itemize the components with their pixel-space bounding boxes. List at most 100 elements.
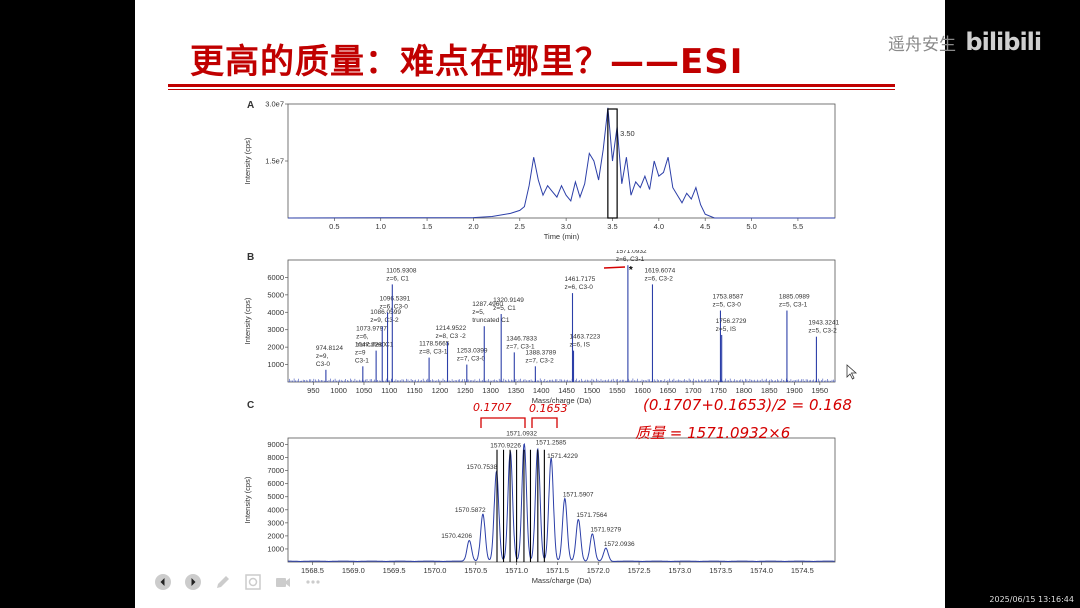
panel-b-y-tick-label: 2000 <box>267 343 284 352</box>
panel-b-x-tick-label: 1600 <box>634 386 651 395</box>
isotope-peak-label: 1571.4229 <box>547 453 578 460</box>
peak-label: 1346.7833 <box>506 335 537 342</box>
peak-label: z=5, C1 <box>493 305 516 312</box>
panel-a-x-tick-label: 1.5 <box>422 222 432 231</box>
zoom-button[interactable] <box>242 571 264 593</box>
panel-c-y-tick-label: 7000 <box>267 466 284 475</box>
peak-label: z=8, C3 -2 <box>436 333 467 340</box>
isotope-peak-label: 1570.5872 <box>455 507 486 514</box>
isotope-envelope-trace <box>288 443 835 563</box>
peak-label: 1756.2729 <box>716 318 747 325</box>
panel-b-x-tick-label: 1400 <box>533 386 550 395</box>
chevron-right-icon <box>185 574 201 590</box>
peak-label: truncated C1 <box>356 342 394 349</box>
peak-label: z=5, C3-0 <box>712 302 741 309</box>
peak-label: 1047.7280 <box>355 341 386 348</box>
panel-b-x-tick-label: 1000 <box>330 386 347 395</box>
panel-b-x-tick-label: 1350 <box>508 386 525 395</box>
peak-label: 1086.0599 <box>370 309 401 316</box>
panel-c-x-tick-label: 1573.5 <box>709 566 732 575</box>
panel-b-panel-letter: B <box>247 252 254 263</box>
panel-c-x-tick-label: 1569.0 <box>342 566 365 575</box>
panel-a-y-tick-label: 3.0e7 <box>265 100 284 109</box>
panel-a-x-tick-label: 2.5 <box>515 222 525 231</box>
panel-c-plot-frame <box>287 437 836 563</box>
panel-b-y-tick-label: 5000 <box>267 290 284 299</box>
panel-a-x-tick-label: 3.5 <box>607 222 617 231</box>
peak-label: C3-1 <box>355 357 369 364</box>
peak-label: 1753.8587 <box>712 294 743 301</box>
pen-tool-button[interactable] <box>212 571 234 593</box>
panel-b-y-tick-label: 6000 <box>267 273 284 282</box>
handwriting-bracket-right <box>531 417 558 428</box>
panel-b-x-tick-label: 1900 <box>786 386 803 395</box>
panel-a-x-tick-label: 0.5 <box>329 222 339 231</box>
peak-label: 1178.5665 <box>419 341 450 348</box>
panel-b-x-tick-label: 1500 <box>584 386 601 395</box>
handwriting-underline <box>603 266 626 269</box>
uploader-name: 遥舟安生 <box>888 35 956 55</box>
peak-label: 1463.7223 <box>570 334 601 341</box>
chromatogram-trace <box>287 107 835 219</box>
handwritten-annotations: 0.1707 0.1653 (0.1707+0.1653)/2 = 0.168 … <box>473 266 852 442</box>
retention-time-highlight <box>607 108 618 219</box>
panel-b-x-tick-label: 1150 <box>407 386 423 395</box>
panel-a-x-tick-label: 4.5 <box>700 222 710 231</box>
peak-label: z=6, C3-0 <box>380 303 409 310</box>
panel-c-x-tick-label: 1570.0 <box>423 566 446 575</box>
panel-c-x-tick-label: 1572.5 <box>628 566 651 575</box>
chevron-left-icon <box>155 574 171 590</box>
peak-label: z=7, C3-1 <box>506 343 535 350</box>
peak-label: z=8, C3-1 <box>419 349 448 356</box>
handwriting-formula: (0.1707+0.1653)/2 = 0.168 <box>643 396 852 414</box>
handwriting-mass-line: 质量 = 1571.0932×6 <box>635 424 790 442</box>
camera-button[interactable] <box>272 571 294 593</box>
more-button[interactable] <box>302 571 324 593</box>
panel-a-x-tick-label: 4.0 <box>654 222 664 231</box>
panel-c-y-tick-label: 3000 <box>267 518 284 527</box>
panel-b-x-tick-label: 1450 <box>558 386 575 395</box>
peak-label: z=5, C3-1 <box>779 302 808 309</box>
panel-b-x-tick-label: 1800 <box>735 386 752 395</box>
slide-title: 更高的质量：难点在哪里？——ESI <box>190 42 744 82</box>
isotope-peak-label: 1571.9279 <box>590 527 621 534</box>
panel-a-x-tick-label: 3.0 <box>561 222 571 231</box>
panel-a-x-tick-label: 2.0 <box>468 222 478 231</box>
peak-label: C3-0 <box>316 361 330 368</box>
panel-a-x-tick-label: 1.0 <box>375 222 385 231</box>
mouse-cursor-icon <box>846 364 858 380</box>
peak-label: z=5, <box>472 309 485 316</box>
next-slide-button[interactable] <box>182 571 204 593</box>
peak-label: 1253.0399 <box>457 348 488 355</box>
panel-a-x-axis-label: Time (min) <box>544 232 580 241</box>
peak-label: z=9, C3-2 <box>370 317 399 324</box>
pen-icon <box>217 576 229 588</box>
panel-c-y-tick-label: 6000 <box>267 479 284 488</box>
bilibili-logo: bilibili <box>965 28 1042 56</box>
panel-b-x-tick-label: 1050 <box>356 386 373 395</box>
panel-b-x-tick-label: 1100 <box>381 386 397 395</box>
ellipsis-icon <box>306 580 320 584</box>
panel-c-y-tick-label: 5000 <box>267 492 284 501</box>
panel-c-y-tick-label: 8000 <box>267 453 284 462</box>
isotope-peak-label: 1570.9226 <box>490 442 521 449</box>
peak-label: z=6, C1 <box>386 275 409 282</box>
peak-label: z=6, C3-0 <box>564 284 593 291</box>
panel-b-x-axis-label: Mass/charge (Da) <box>532 396 592 405</box>
panel-b-x-tick-label: 1300 <box>482 386 499 395</box>
panel-c-x-tick-label: 1568.5 <box>301 566 324 575</box>
selected-peak-star: * <box>629 265 633 276</box>
panel-b-x-tick-label: 1550 <box>609 386 626 395</box>
panel-c-x-tick-label: 1574.0 <box>750 566 773 575</box>
title-underline <box>168 84 895 87</box>
slideshow-toolbar <box>152 571 324 593</box>
peak-label: z=6, C3-1 <box>616 256 645 263</box>
peak-label: 1096.5391 <box>380 295 411 302</box>
panel-b-y-tick-label: 1000 <box>267 360 284 369</box>
panel-b-x-tick-label: 1700 <box>685 386 702 395</box>
peak-label: z=5, C3-2 <box>808 328 837 335</box>
peak-label: z=6, IS <box>570 342 591 349</box>
panel-c-y-tick-label: 1000 <box>267 544 284 553</box>
magnifier-icon <box>245 574 261 590</box>
previous-slide-button[interactable] <box>152 571 174 593</box>
